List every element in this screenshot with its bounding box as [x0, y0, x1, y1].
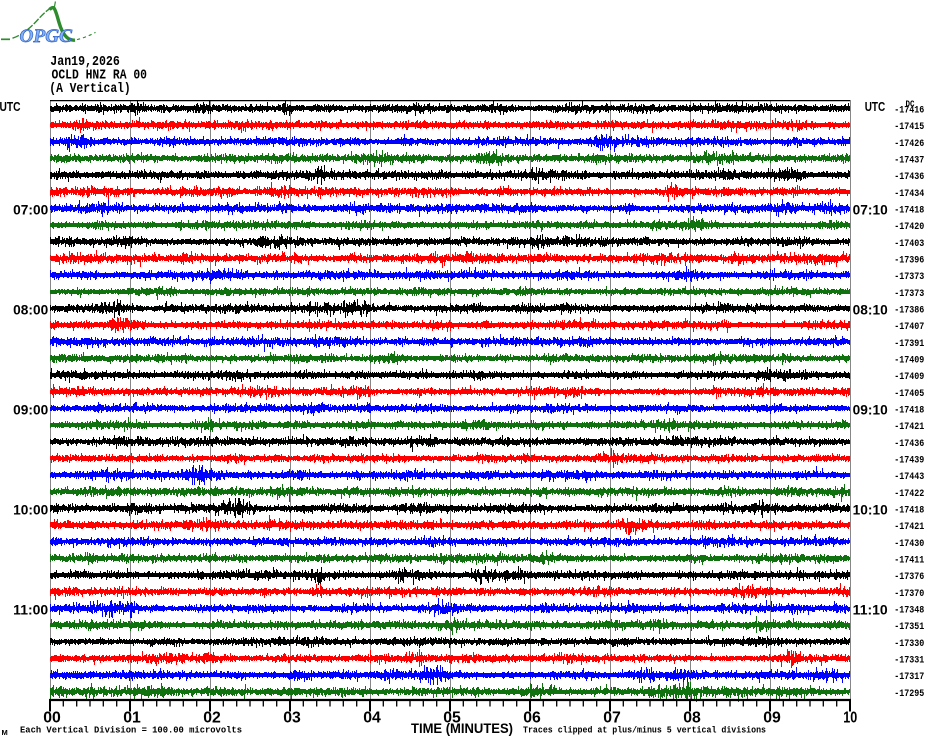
svg-text:06: 06 [523, 709, 541, 726]
svg-text:02: 02 [203, 709, 221, 726]
svg-text:UTC: UTC [865, 99, 886, 114]
svg-text:10: 10 [843, 709, 857, 726]
svg-text:05: 05 [443, 709, 461, 726]
svg-text:-17415: -17415 [894, 121, 924, 132]
svg-text:-17331: -17331 [894, 655, 924, 666]
svg-text:09: 09 [763, 709, 781, 726]
svg-text:Jan19,2026: Jan19,2026 [50, 55, 120, 70]
svg-text:-17434: -17434 [894, 188, 924, 199]
svg-text:08:00: 08:00 [13, 303, 48, 318]
svg-text:M: M [2, 728, 8, 737]
svg-text:Traces clipped at plus/minus 5: Traces clipped at plus/minus 5 vertical … [523, 725, 766, 736]
svg-text:-17409: -17409 [894, 355, 924, 366]
svg-text:-17391: -17391 [894, 338, 924, 349]
svg-text:OCLD HNZ RA 00: OCLD HNZ RA 00 [52, 69, 148, 84]
svg-text:DC: DC [906, 98, 915, 109]
svg-text:-17376: -17376 [894, 571, 924, 582]
svg-text:-17443: -17443 [894, 471, 924, 482]
svg-text:-17370: -17370 [894, 588, 924, 599]
svg-text:-17426: -17426 [894, 138, 924, 149]
svg-text:03: 03 [283, 709, 301, 726]
svg-text:-17409: -17409 [894, 371, 924, 382]
svg-text:UTC: UTC [0, 99, 21, 114]
svg-text:10:00: 10:00 [13, 503, 48, 518]
svg-text:-17403: -17403 [894, 238, 924, 249]
svg-text:11:00: 11:00 [13, 603, 48, 618]
svg-text:-17436: -17436 [894, 171, 924, 182]
svg-text:01: 01 [123, 709, 141, 726]
svg-text:-17351: -17351 [894, 621, 924, 632]
svg-text:TIME (MINUTES): TIME (MINUTES) [411, 721, 513, 737]
svg-text:-17317: -17317 [894, 671, 924, 682]
svg-text:-17416: -17416 [894, 105, 924, 116]
svg-text:-17396: -17396 [894, 255, 924, 266]
svg-text:10:10: 10:10 [853, 503, 888, 518]
svg-text:-17295: -17295 [894, 688, 924, 699]
svg-text:-17421: -17421 [894, 521, 924, 532]
svg-text:-17418: -17418 [894, 405, 924, 416]
svg-text:-17439: -17439 [894, 455, 924, 466]
svg-text:-17411: -17411 [894, 555, 924, 566]
svg-text:-17436: -17436 [894, 438, 924, 449]
svg-text:-17373: -17373 [894, 271, 924, 282]
svg-text:-17420: -17420 [894, 221, 924, 232]
svg-text:-17405: -17405 [894, 388, 924, 399]
svg-text:09:00: 09:00 [13, 403, 48, 418]
svg-text:-17373: -17373 [894, 288, 924, 299]
svg-text:08:10: 08:10 [853, 303, 888, 318]
svg-text:-17421: -17421 [894, 421, 924, 432]
svg-text:07:00: 07:00 [13, 203, 48, 218]
svg-text:07:10: 07:10 [853, 203, 888, 218]
svg-text:09:10: 09:10 [853, 403, 888, 418]
svg-text:-17422: -17422 [894, 488, 924, 499]
svg-text:-17418: -17418 [894, 505, 924, 516]
svg-text:04: 04 [363, 709, 381, 726]
svg-text:Each Vertical Division = 100.: Each Vertical Division = 100.00 microvol… [20, 725, 242, 736]
svg-text:-17407: -17407 [894, 321, 924, 332]
svg-text:-17418: -17418 [894, 205, 924, 216]
svg-text:07: 07 [603, 709, 621, 726]
svg-text:11:10: 11:10 [853, 603, 888, 618]
svg-text:-17430: -17430 [894, 538, 924, 549]
svg-text:-17348: -17348 [894, 605, 924, 616]
svg-text:-17437: -17437 [894, 155, 924, 166]
svg-text:08: 08 [683, 709, 701, 726]
svg-text:-17330: -17330 [894, 638, 924, 649]
svg-text:00: 00 [43, 709, 61, 726]
svg-text:OPGC: OPGC [20, 27, 73, 47]
svg-text:(A Vertical): (A Vertical) [49, 82, 130, 97]
svg-text:-17386: -17386 [894, 305, 924, 316]
